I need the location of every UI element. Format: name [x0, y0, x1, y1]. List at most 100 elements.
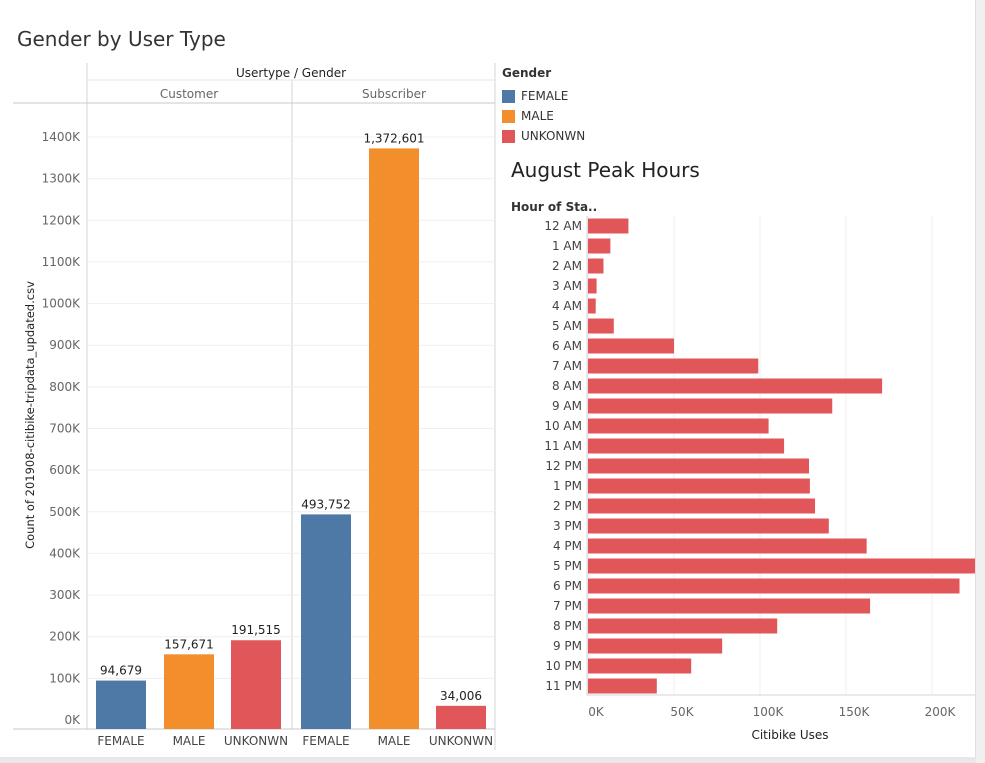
hour-bar — [588, 458, 810, 474]
x-tick-label: 50K — [670, 705, 694, 719]
y-tick-label: 1000K — [42, 297, 82, 311]
dashboard-title: Gender by User Type — [17, 27, 226, 51]
y-tick-label: 9 PM — [553, 639, 582, 653]
x-tick-label: UNKONWN — [224, 734, 288, 748]
gender-legend: Gender FEMALE MALE UNKONWN — [502, 66, 585, 146]
legend-item-male[interactable]: MALE — [502, 106, 585, 126]
hour-bar — [588, 658, 692, 674]
x-tick-label: MALE — [378, 734, 411, 748]
bar-customer-male — [164, 654, 214, 729]
y-tick-label: 1200K — [42, 213, 82, 227]
y-tick-label: 6 PM — [553, 579, 582, 593]
y-tick-label: 6 AM — [552, 339, 582, 353]
hour-bar — [588, 378, 883, 394]
y-tick-label: 0K — [64, 713, 81, 727]
hour-bar — [588, 218, 629, 234]
y-tick-label: 800K — [49, 380, 81, 394]
hour-bar — [588, 318, 614, 334]
bar-subscriber-female — [301, 514, 351, 729]
y-tick-label: 2 PM — [553, 499, 582, 513]
legend-swatch-female — [502, 89, 515, 103]
x-axis-title: Citibike Uses — [751, 728, 828, 742]
hour-bar — [588, 638, 723, 654]
y-tick-label: 600K — [49, 463, 81, 477]
hour-bar — [588, 618, 778, 634]
gender-by-user-type-chart: Usertype / Gender Count of 201908-citibik… — [13, 63, 496, 750]
hour-bar — [588, 418, 769, 434]
y-tick-label: 200K — [49, 630, 81, 644]
y-tick-label: 700K — [49, 422, 81, 436]
y-tick-label: 300K — [49, 588, 81, 602]
y-tick-label: 5 AM — [552, 319, 582, 333]
y-axis-title: Count of 201908-citibike-tripdata_update… — [23, 281, 37, 549]
x-tick-label: UNKONWN — [429, 734, 493, 748]
bar-data-label: 157,671 — [164, 637, 214, 651]
column-header: Usertype / Gender — [236, 66, 346, 80]
x-tick-label: 200K — [925, 705, 957, 719]
y-tick-label: 1400K — [42, 130, 82, 144]
y-tick-label: 900K — [49, 338, 81, 352]
bar-customer-female — [96, 680, 146, 729]
y-tick-label: 1 AM — [552, 239, 582, 253]
y-tick-label: 3 PM — [553, 519, 582, 533]
legend-item-female[interactable]: FEMALE — [502, 86, 585, 106]
legend-item-unknown[interactable]: UNKONWN — [502, 126, 585, 146]
x-tick-label: FEMALE — [302, 734, 349, 748]
hour-bar — [588, 438, 785, 454]
group-header: Customer — [160, 87, 218, 101]
hour-bar — [588, 538, 867, 554]
legend-label-unknown: UNKONWN — [521, 129, 586, 143]
y-tick-label: 1100K — [42, 255, 82, 269]
bar-data-label: 34,006 — [440, 689, 482, 703]
bar-data-label: 1,372,601 — [363, 131, 424, 145]
bar-data-label: 191,515 — [231, 623, 281, 637]
y-tick-label: 100K — [49, 671, 81, 685]
hour-bar — [588, 498, 816, 514]
legend-label-male: MALE — [521, 109, 554, 123]
x-tick-label: 150K — [839, 705, 871, 719]
legend-label-female: FEMALE — [521, 89, 569, 103]
y-tick-label: 12 PM — [545, 459, 582, 473]
legend-swatch-male — [502, 109, 515, 123]
peak-hours-title: August Peak Hours — [511, 158, 700, 182]
bar-subscriber-unkonwn — [436, 705, 486, 729]
bar-data-label: 493,752 — [301, 497, 351, 511]
hour-bar — [588, 358, 759, 374]
y-tick-label: 9 AM — [552, 399, 582, 413]
legend-swatch-unknown — [502, 129, 515, 143]
x-tick-label: 100K — [753, 705, 785, 719]
y-tick-label: 8 PM — [553, 619, 582, 633]
y-tick-label: 11 AM — [544, 439, 582, 453]
x-tick-label: FEMALE — [97, 734, 144, 748]
hour-bar — [588, 598, 871, 614]
bar-customer-unkonwn — [231, 640, 281, 729]
y-tick-label: 5 PM — [553, 559, 582, 573]
horizontal-scrollbar[interactable] — [0, 757, 976, 763]
group-header: Subscriber — [362, 87, 426, 101]
vertical-scrollbar[interactable] — [975, 0, 985, 763]
hour-bar — [588, 298, 596, 314]
y-tick-label: 7 AM — [552, 359, 582, 373]
y-tick-label: 12 AM — [544, 219, 582, 233]
y-tick-label: 8 AM — [552, 379, 582, 393]
hour-bar — [588, 678, 657, 694]
hour-bar — [588, 398, 833, 414]
hour-bar — [588, 478, 810, 494]
y-tick-label: 1300K — [42, 172, 82, 186]
x-tick-label: MALE — [173, 734, 206, 748]
y-tick-label: 500K — [49, 505, 81, 519]
y-tick-label: 3 AM — [552, 279, 582, 293]
hour-bar — [588, 578, 960, 594]
bar-subscriber-male — [369, 148, 419, 729]
hour-bar — [588, 278, 597, 294]
y-tick-label: 11 PM — [545, 679, 582, 693]
row-header: Hour of Sta.. — [511, 200, 597, 214]
y-tick-label: 10 AM — [544, 419, 582, 433]
hour-bar — [588, 258, 604, 274]
y-tick-label: 7 PM — [553, 599, 582, 613]
y-tick-label: 2 AM — [552, 259, 582, 273]
x-tick-label: 0K — [588, 705, 605, 719]
hour-bar — [588, 238, 611, 254]
y-tick-label: 1 PM — [553, 479, 582, 493]
y-tick-label: 4 AM — [552, 299, 582, 313]
